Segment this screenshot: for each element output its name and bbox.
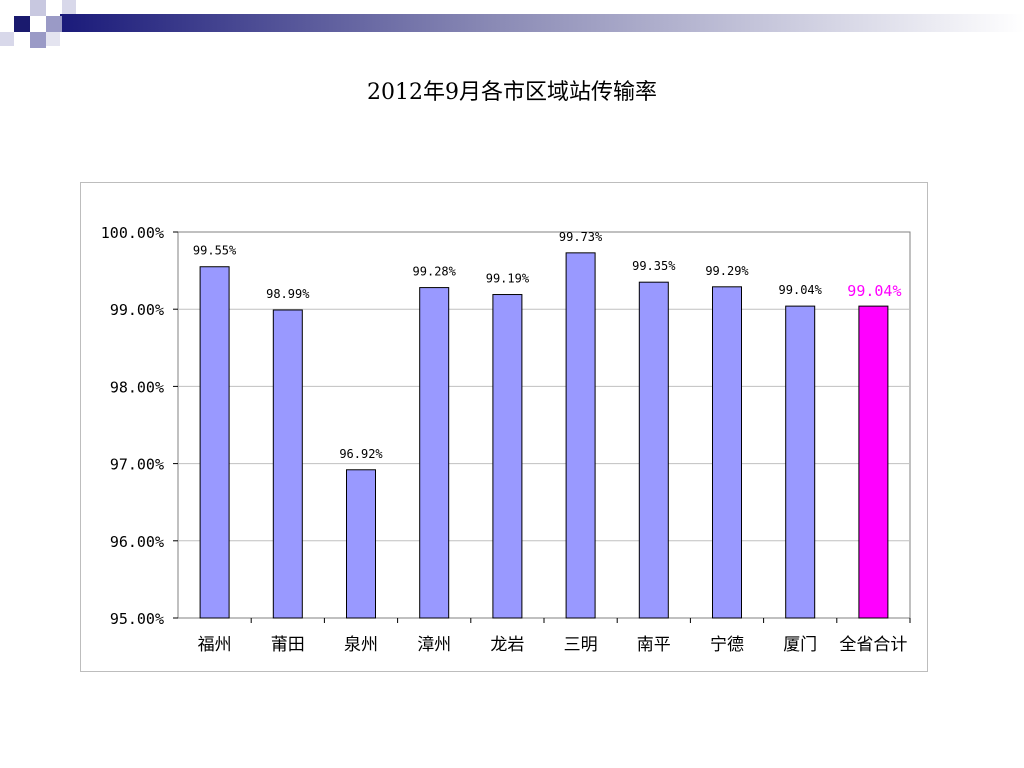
y-tick-label: 95.00% [110,610,164,628]
bar [565,252,596,619]
bar [199,266,230,619]
bar [492,294,523,619]
data-label: 99.28% [413,265,457,279]
data-label: 99.29% [705,264,749,278]
bar [346,469,376,619]
x-tick-label: 三明 [564,635,598,655]
slide-title: 2012年9月各市区域站传输率 [367,80,657,105]
bar [785,305,816,619]
x-tick-label: 厦门 [783,635,817,655]
data-label: 99.55% [193,244,237,258]
bar [638,281,669,619]
x-tick-label: 南平 [637,635,671,655]
y-tick-label: 96.00% [110,533,164,551]
x-tick-label: 泉州 [344,635,378,655]
y-tick-label: 99.00% [110,301,164,319]
slide-corner-decoration [0,0,1024,48]
data-label: 99.73% [559,230,603,244]
data-label: 98.99% [266,287,310,301]
chart-frame: 95.00% 96.00% 97.00% 98.00% 99.00% 100.00% 99.… [80,182,928,672]
x-tick-label: 宁德 [710,635,744,655]
bar [858,305,889,619]
x-tick-label: 福州 [198,635,232,655]
data-label: 99.04% [779,283,823,297]
bar [272,309,303,619]
bar-chart: 95.00% 96.00% 97.00% 98.00% 99.00% 100.00% 99.… [101,224,911,655]
y-tick-label: 97.00% [110,456,164,474]
bar [712,286,742,619]
data-label: 99.04% [847,282,901,300]
data-label: 99.35% [632,259,676,273]
x-tick-label: 莆田 [271,635,305,655]
y-tick-label: 100.00% [101,224,164,242]
x-tick-label: 全省合计 [839,635,907,655]
data-label: 99.19% [486,272,530,286]
x-tick-label: 龙岩 [490,635,524,655]
bar [419,287,450,619]
data-label: 96.92% [339,447,383,461]
x-tick-label: 漳州 [417,635,451,655]
y-tick-label: 98.00% [110,378,164,396]
